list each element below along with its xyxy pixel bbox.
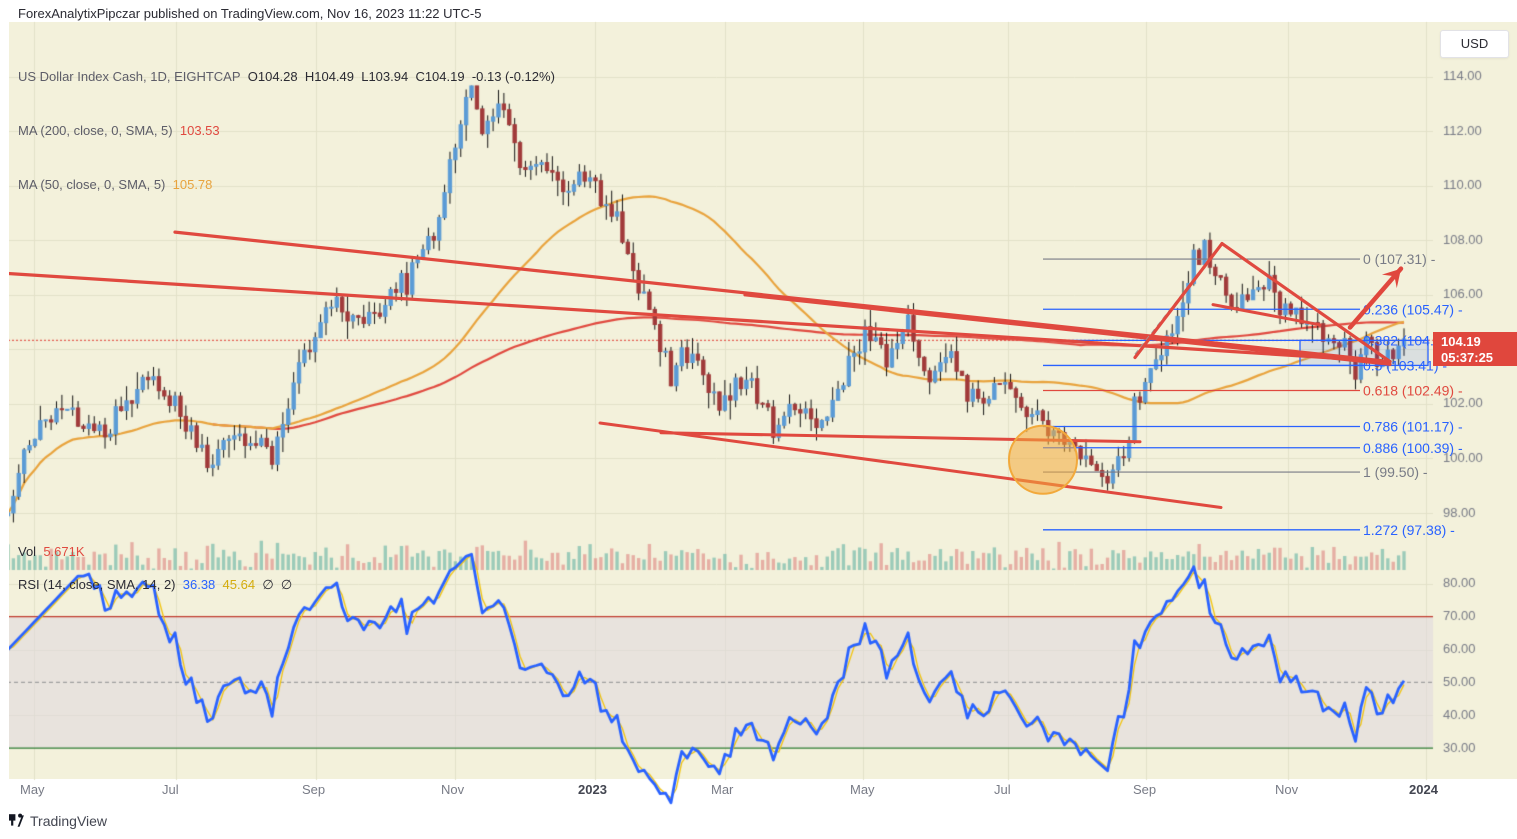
svg-text:0.786 (101.17) -: 0.786 (101.17) - — [1363, 419, 1463, 435]
svg-text:1.272 (97.38) -: 1.272 (97.38) - — [1363, 522, 1455, 538]
svg-text:0 (107.31) -: 0 (107.31) - — [1363, 251, 1436, 267]
svg-text:0.886 (100.39) -: 0.886 (100.39) - — [1363, 440, 1463, 456]
svg-text:0.236 (105.47) -: 0.236 (105.47) - — [1363, 301, 1463, 317]
svg-text:0.618 (102.49) -: 0.618 (102.49) - — [1363, 383, 1463, 399]
svg-text:1 (99.50) -: 1 (99.50) - — [1363, 464, 1428, 480]
